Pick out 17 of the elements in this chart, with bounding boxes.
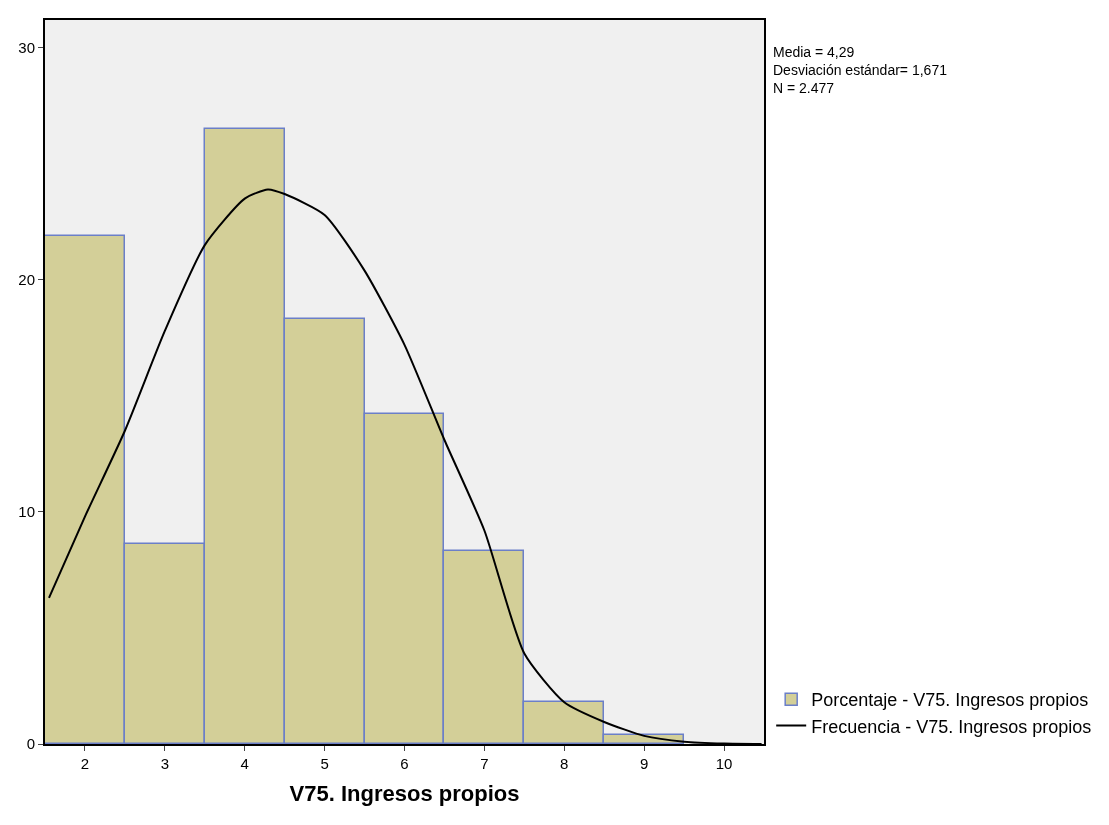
y-tick-label: 0 <box>26 735 35 753</box>
x-tick-label: 7 <box>480 755 489 772</box>
x-tick-label: 3 <box>160 755 169 772</box>
legend-label: Porcentaje - V75. Ingresos propios <box>811 690 1089 711</box>
legend-label: Frecuencia - V75. Ingresos propios <box>811 716 1092 737</box>
x-tick-label: 4 <box>240 755 249 772</box>
y-tick-label: 10 <box>18 503 35 521</box>
y-tick-label: 30 <box>18 39 35 57</box>
x-tick-label: 10 <box>715 755 733 772</box>
x-axis-title: V75. Ingresos propios <box>289 781 520 807</box>
x-tick-label: 9 <box>640 755 649 772</box>
x-tick-label: 5 <box>320 755 329 772</box>
x-tick-label: 8 <box>560 755 569 772</box>
y-tick-label: 20 <box>18 271 35 289</box>
x-tick-label: 6 <box>400 755 409 772</box>
x-tick-label: 2 <box>80 755 90 772</box>
text: Media = 4,29 Desviación estándar= 1,671 N = 2.477 <box>773 44 948 97</box>
